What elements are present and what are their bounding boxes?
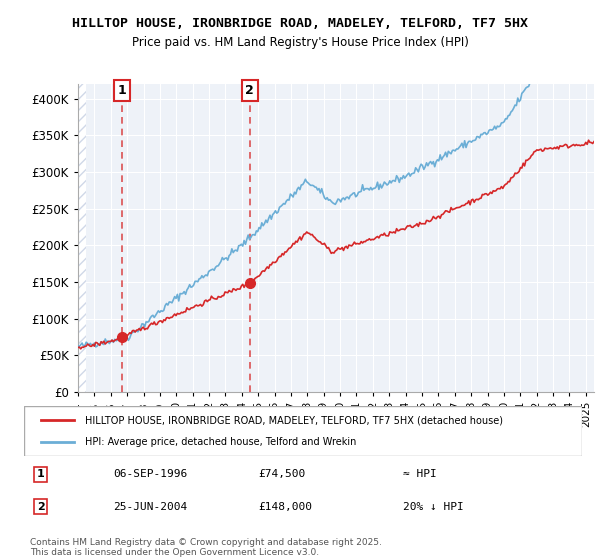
Text: 2: 2 xyxy=(245,84,254,97)
Text: 06-SEP-1996: 06-SEP-1996 xyxy=(113,469,188,479)
Text: 25-JUN-2004: 25-JUN-2004 xyxy=(113,502,188,512)
Text: HILLTOP HOUSE, IRONBRIDGE ROAD, MADELEY, TELFORD, TF7 5HX: HILLTOP HOUSE, IRONBRIDGE ROAD, MADELEY,… xyxy=(72,17,528,30)
Text: £74,500: £74,500 xyxy=(259,469,305,479)
Text: HILLTOP HOUSE, IRONBRIDGE ROAD, MADELEY, TELFORD, TF7 5HX (detached house): HILLTOP HOUSE, IRONBRIDGE ROAD, MADELEY,… xyxy=(85,415,503,425)
Text: ≈ HPI: ≈ HPI xyxy=(403,469,437,479)
Text: Contains HM Land Registry data © Crown copyright and database right 2025.
This d: Contains HM Land Registry data © Crown c… xyxy=(30,538,382,557)
Text: £148,000: £148,000 xyxy=(259,502,313,512)
Text: Price paid vs. HM Land Registry's House Price Index (HPI): Price paid vs. HM Land Registry's House … xyxy=(131,36,469,49)
Text: HPI: Average price, detached house, Telford and Wrekin: HPI: Average price, detached house, Telf… xyxy=(85,437,357,447)
Text: 2: 2 xyxy=(37,502,44,512)
Bar xyxy=(78,84,86,392)
FancyBboxPatch shape xyxy=(24,406,582,456)
Text: 1: 1 xyxy=(118,84,126,97)
Text: 20% ↓ HPI: 20% ↓ HPI xyxy=(403,502,464,512)
Text: 1: 1 xyxy=(37,469,44,479)
